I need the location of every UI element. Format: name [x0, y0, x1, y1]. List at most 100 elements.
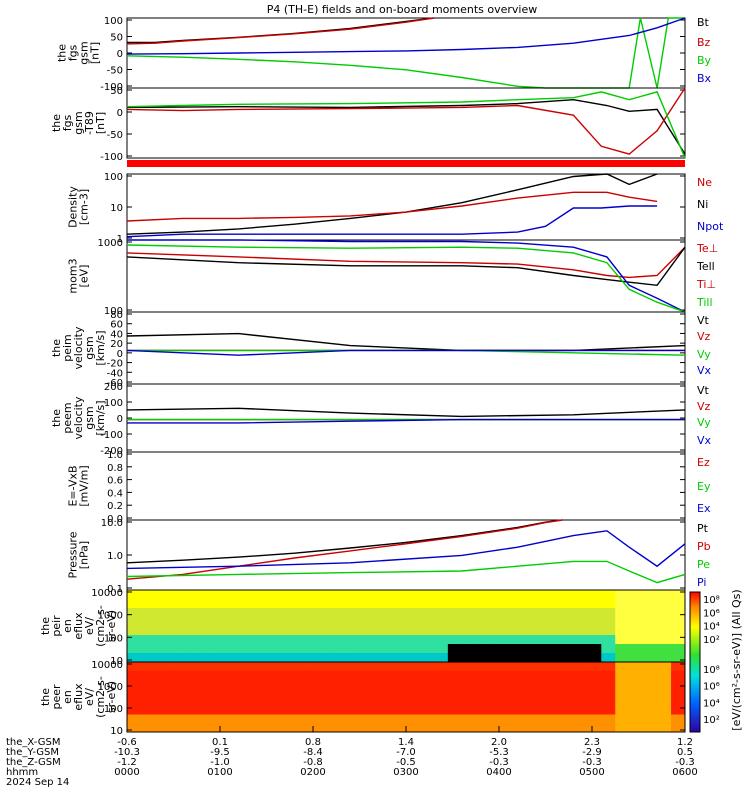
heatmap-cell: [364, 653, 379, 663]
heatmap-cell: [447, 644, 463, 654]
colorbar-tick-label: 10²: [703, 715, 720, 726]
heatmap-cell: [168, 635, 184, 645]
heatmap-cell: [545, 714, 560, 724]
heatmap-cell: [266, 599, 281, 609]
heatmap-cell: [573, 688, 588, 698]
y-axis-label: gsm: [83, 336, 96, 359]
heatmap-cell: [196, 626, 212, 636]
y-tick-label: -100: [100, 82, 123, 93]
y-tick-label: 200: [104, 382, 123, 393]
heatmap-cell: [350, 670, 365, 680]
heatmap-cell: [127, 644, 142, 654]
heatmap-cell: [196, 697, 212, 707]
heatmap-cell: [224, 670, 240, 680]
heatmap-cell: [545, 599, 560, 609]
heatmap-cell: [517, 670, 533, 680]
heatmap-cell: [294, 635, 309, 645]
heatmap-cell: [433, 617, 449, 627]
heatmap-cell: [629, 653, 644, 663]
heatmap-cell: [615, 697, 630, 707]
y-axis-label: peim: [61, 334, 74, 362]
legend-label: Pb: [697, 540, 711, 553]
panel-pressure: 10.0 1.0 0.1 Pressure[nPa]: [67, 518, 686, 595]
heatmap-cell: [168, 697, 184, 707]
heatmap-cell: [489, 714, 505, 724]
heatmap-cell: [531, 705, 546, 715]
heatmap-cell: [266, 635, 281, 645]
heatmap-cell: [127, 590, 142, 600]
heatmap-cell: [419, 608, 435, 618]
y-axis-label: mom3: [67, 258, 80, 293]
heatmap-cell: [210, 670, 226, 680]
heatmap-cell: [364, 670, 379, 680]
heatmap-cell: [350, 697, 365, 707]
heatmap-cell: [447, 670, 463, 680]
x-tick-label: -0.3: [675, 757, 695, 768]
heatmap-cell: [378, 723, 393, 733]
heatmap-cell: [503, 653, 519, 663]
heatmap-cell: [615, 723, 630, 733]
heatmap-cell: [308, 626, 323, 636]
heatmap-cell: [489, 599, 505, 609]
heatmap-cell: [657, 608, 672, 618]
heatmap-cell: [364, 662, 379, 672]
heatmap-cell: [615, 644, 630, 654]
heatmap-cell: [127, 723, 142, 733]
heatmap-cell: [503, 626, 519, 636]
heatmap-cell: [447, 705, 463, 715]
heatmap-cell: [350, 590, 365, 600]
heatmap-cell: [154, 723, 170, 733]
x-row-label: the_Z-GSM: [6, 757, 61, 768]
heatmap-cell: [154, 635, 170, 645]
heatmap-cell: [643, 679, 658, 689]
x-tick-label: -1.2: [117, 757, 137, 768]
heatmap-cell: [350, 723, 365, 733]
heatmap-cell: [308, 662, 323, 672]
heatmap-cell: [406, 608, 421, 618]
heatmap-cell: [573, 635, 588, 645]
heatmap-cell: [154, 617, 170, 627]
y-axis-label: en: [61, 619, 74, 633]
legend-label: Till: [696, 296, 713, 309]
heatmap-cell: [573, 653, 588, 663]
heatmap-cell: [531, 617, 546, 627]
legend-label: Ex: [697, 502, 711, 515]
heatmap-cell: [629, 688, 644, 698]
x-tick-label: -1.0: [210, 757, 230, 768]
heatmap-cell: [350, 644, 365, 654]
heatmap-cell: [224, 679, 240, 689]
heatmap-cell: [615, 662, 630, 672]
heatmap-cell: [559, 590, 574, 600]
heatmap-cell: [657, 635, 672, 645]
heatmap-cell: [629, 714, 644, 724]
heatmap-cell: [475, 626, 491, 636]
y-tick-label: 0.4: [107, 488, 123, 499]
heatmap-cell: [364, 635, 379, 645]
heatmap-cell: [545, 688, 560, 698]
heatmap-cell: [364, 705, 379, 715]
heatmap-cell: [322, 653, 337, 663]
heatmap-cell: [266, 608, 281, 618]
heatmap-cell: [643, 670, 658, 680]
x-tick-label: -2.9: [582, 747, 602, 758]
heatmap-cell: [447, 608, 463, 618]
heatmap-cell: [629, 626, 644, 636]
y-tick-label: 10: [110, 726, 123, 737]
heatmap-cell: [475, 644, 491, 654]
x-tick-label: 0200: [300, 767, 325, 778]
heatmap-cell: [559, 653, 574, 663]
heatmap-cell: [168, 644, 184, 654]
heatmap-cell: [392, 670, 407, 680]
y-axis-label: [eV]: [78, 265, 91, 288]
heatmap-cell: [140, 670, 156, 680]
heatmap-cell: [587, 626, 602, 636]
y-tick-label: 40: [110, 329, 123, 340]
series-line-Vx: [127, 418, 685, 424]
heatmap-cell: [433, 679, 449, 689]
heatmap-cell: [210, 599, 226, 609]
heatmap-cell: [643, 705, 658, 715]
heatmap-cell: [629, 644, 644, 654]
y-axis-label: [nT]: [89, 42, 102, 64]
y-tick-label: 1000: [98, 238, 123, 249]
heatmap-cell: [406, 705, 421, 715]
